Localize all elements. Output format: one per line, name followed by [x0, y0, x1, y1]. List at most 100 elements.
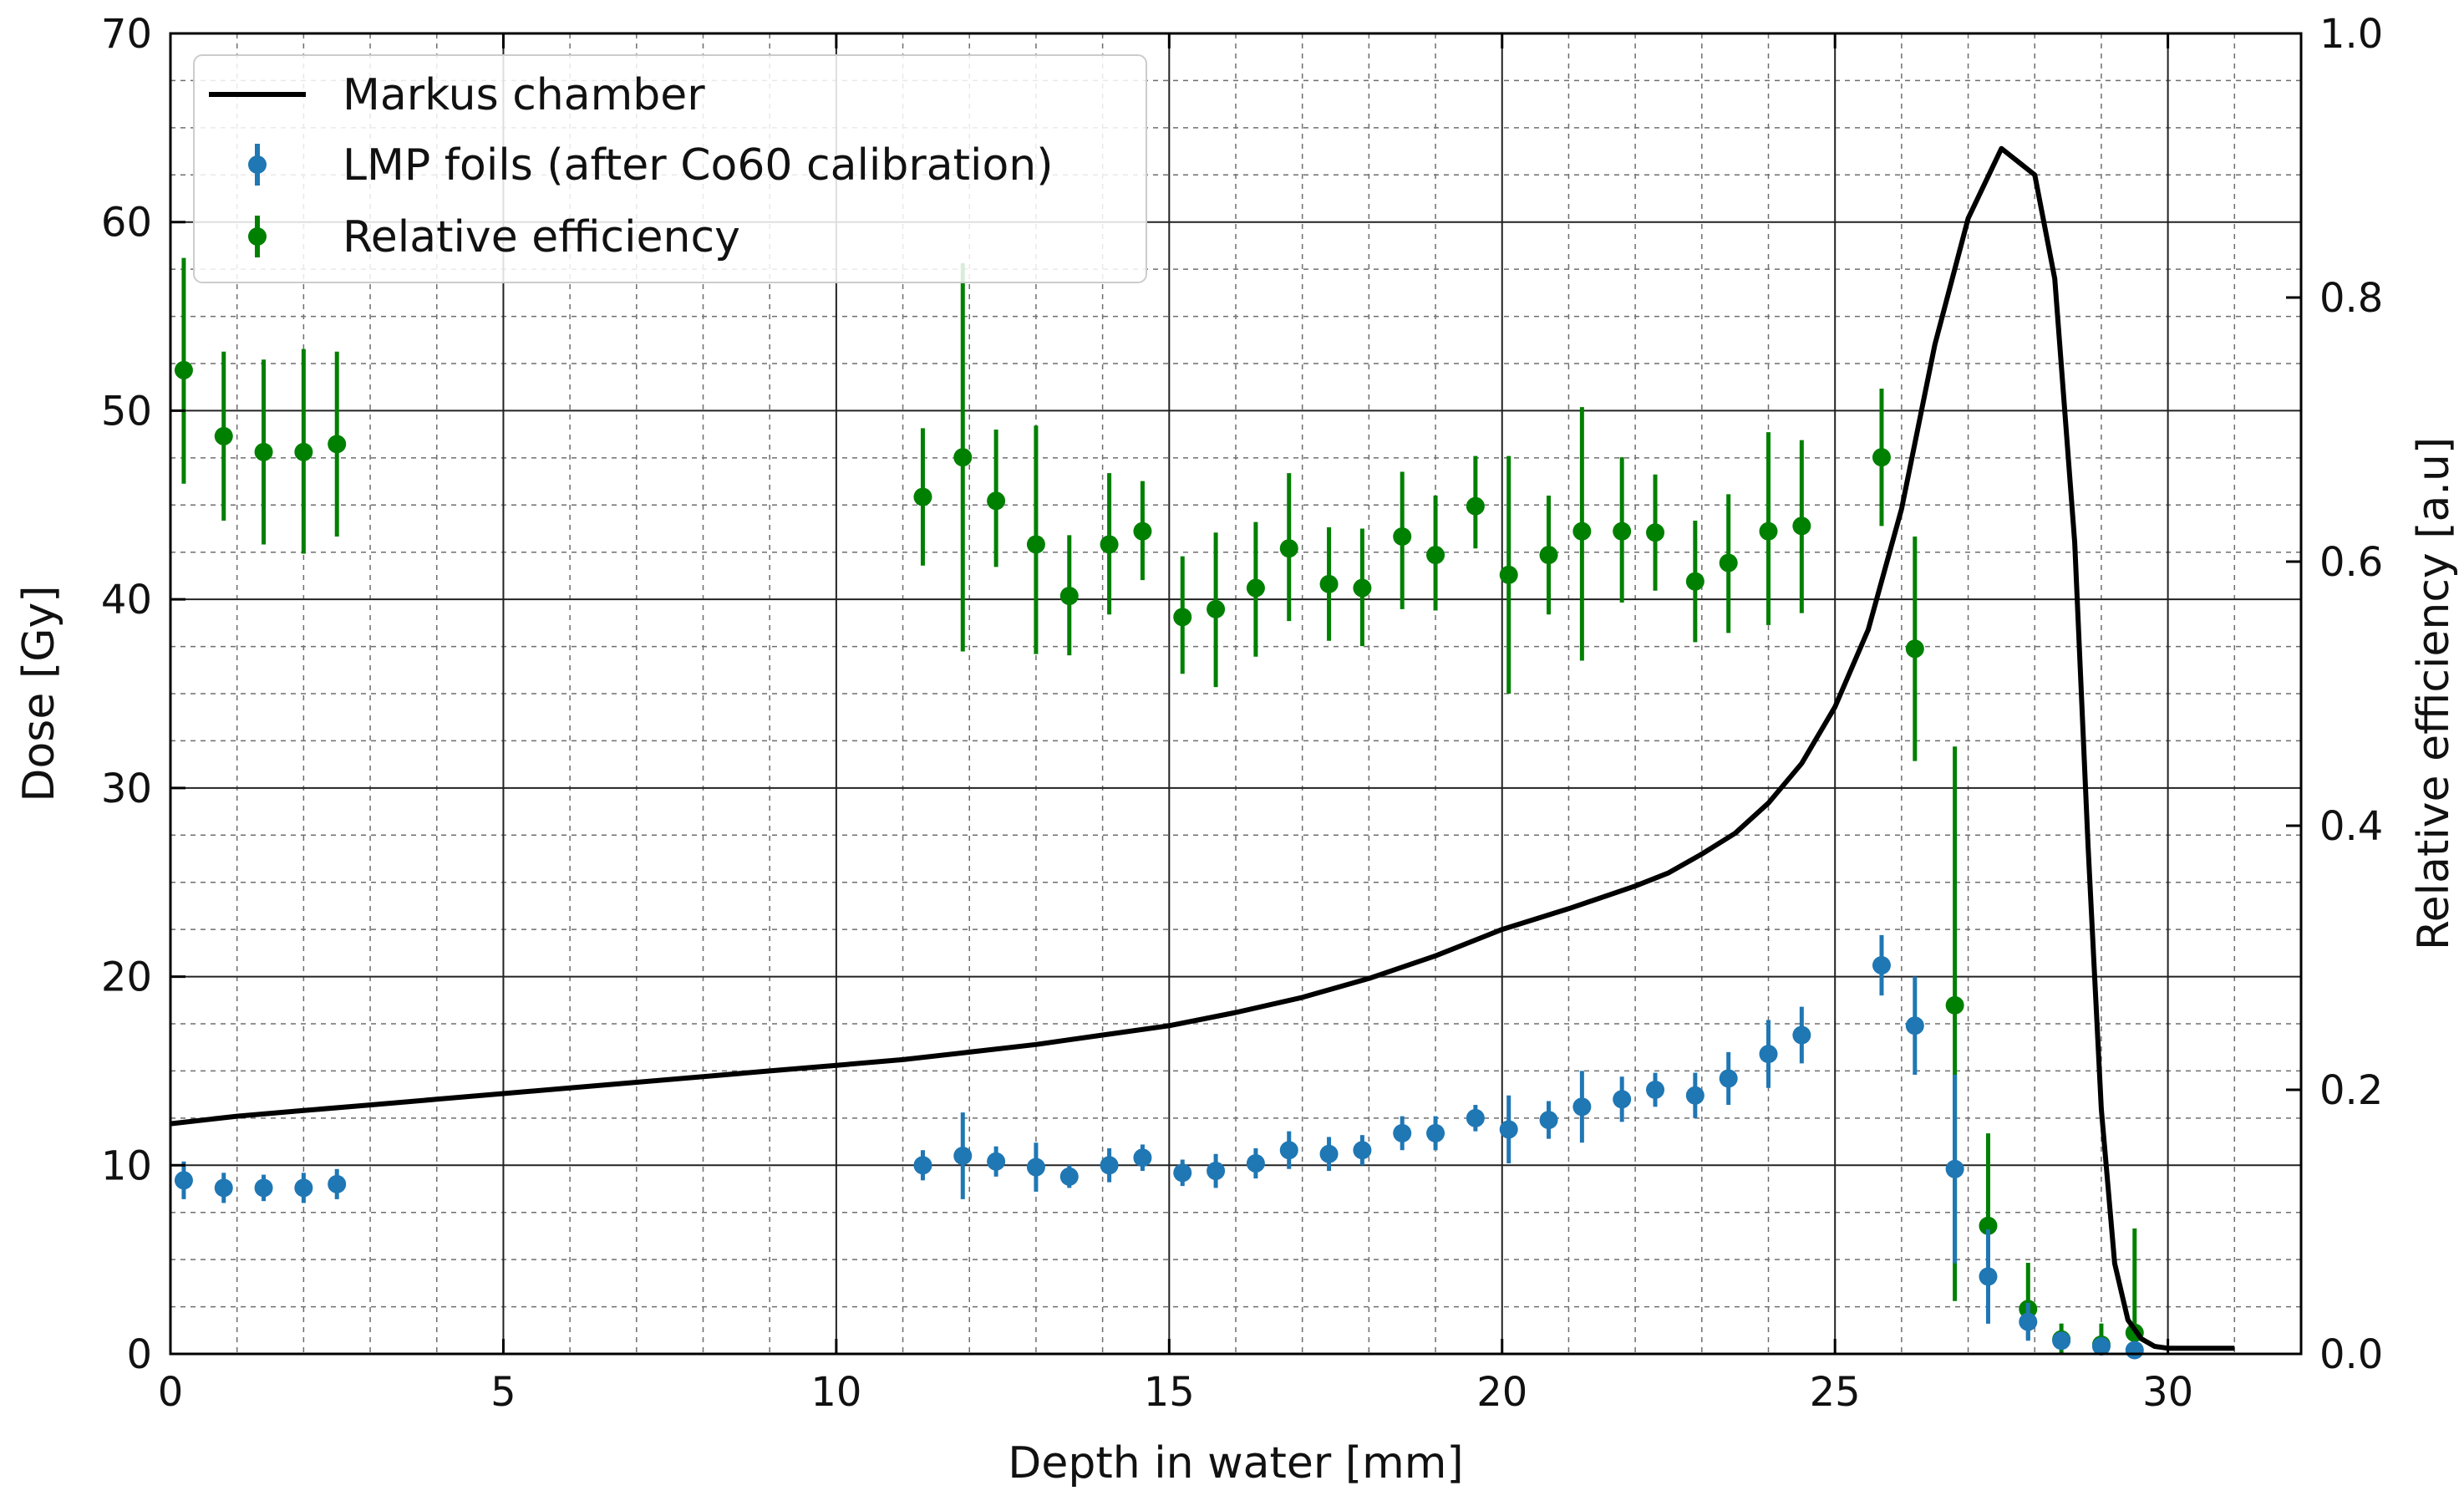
lmp-point [174, 1171, 193, 1190]
lmp-point [1100, 1156, 1119, 1175]
x-tick-label: 0 [158, 1369, 184, 1416]
efficiency-point [1539, 546, 1558, 565]
lmp-point [1207, 1162, 1226, 1181]
lmp-point [1792, 1025, 1811, 1045]
efficiency-point [1393, 527, 1412, 546]
y-tick-label: 10 [101, 1142, 152, 1189]
minor-grid [170, 33, 2302, 1354]
lmp-point [2125, 1341, 2144, 1360]
x-tick-label: 15 [1144, 1369, 1195, 1416]
lmp-point [1466, 1108, 1485, 1127]
efficiency-point [913, 487, 932, 506]
lmp-point [1759, 1045, 1778, 1064]
lmp-point [1572, 1097, 1592, 1117]
plot-frame [169, 32, 2303, 1356]
y2-tick-labels: 0.0 0.2 0.4 0.6 0.8 1.0 [2319, 11, 2383, 1378]
lmp-point [1026, 1157, 1045, 1177]
efficiency-point [1792, 516, 1811, 536]
lmp-point [1646, 1081, 1665, 1099]
efficiency-point [1026, 535, 1045, 554]
efficiency-point [254, 442, 273, 461]
efficiency-point [1905, 639, 1924, 659]
lmp-point [1685, 1086, 1704, 1105]
efficiency-point [1572, 522, 1592, 541]
y-axis-title: Dose [Gy] [14, 585, 64, 801]
y2-tick-label: 0.0 [2319, 1331, 2383, 1378]
efficiency-point [1426, 546, 1445, 565]
x-tick-label: 20 [1476, 1369, 1527, 1416]
efficiency-point [1872, 448, 1891, 467]
efficiency-point [1100, 535, 1119, 554]
axis-ticks [169, 32, 2301, 1356]
legend-label-markus: Markus chamber [343, 70, 705, 120]
lmp-point [1613, 1090, 1632, 1109]
y2-tick-label: 1.0 [2319, 11, 2383, 58]
lmp-point [1393, 1123, 1412, 1142]
lmp-point [987, 1152, 1006, 1171]
lmp-point [1979, 1267, 1998, 1286]
lmp-point [1059, 1167, 1079, 1186]
lmp-point [2052, 1331, 2071, 1351]
lmp-point [1945, 1159, 1964, 1178]
efficiency-point [1059, 587, 1079, 606]
x-tick-label: 5 [490, 1369, 516, 1416]
legend-swatch-lmp-marker [248, 155, 267, 174]
efficiency-point [1207, 599, 1226, 618]
y-tick-label: 20 [101, 954, 152, 1001]
y2-tick-label: 0.2 [2319, 1067, 2383, 1114]
efficiency-point [294, 442, 313, 461]
lmp-point [254, 1178, 273, 1198]
lmp-point [953, 1147, 973, 1165]
efficiency-point [174, 360, 193, 379]
x-tick-label: 10 [810, 1369, 861, 1416]
y2-tick-label: 0.8 [2319, 275, 2383, 322]
y-tick-labels: 0 10 20 30 40 50 60 70 [101, 11, 152, 1378]
efficiency-point [1759, 522, 1778, 541]
lmp-point [1719, 1069, 1738, 1088]
lmp-point [913, 1156, 932, 1175]
legend: Markus chamber LMP foils (after Co60 cal… [193, 54, 1147, 283]
efficiency-point [987, 491, 1006, 511]
y-tick-label: 70 [101, 11, 152, 58]
series-lmp-foils [174, 934, 2144, 1360]
efficiency-point [1319, 574, 1339, 593]
efficiency-point [1646, 523, 1665, 542]
lmp-point [294, 1178, 313, 1198]
legend-label-efficiency: Relative efficiency [343, 212, 740, 262]
lmp-point [328, 1174, 347, 1193]
lmp-point [1499, 1120, 1518, 1139]
lmp-point [1173, 1163, 1192, 1183]
y-tick-label: 50 [101, 388, 152, 435]
y-tick-label: 30 [101, 766, 152, 812]
lmp-point [2019, 1312, 2038, 1331]
efficiency-point [214, 426, 233, 445]
legend-swatch-efficiency-marker [248, 227, 267, 246]
y2-tick-label: 0.6 [2319, 539, 2383, 586]
y2-tick-label: 0.4 [2319, 803, 2383, 850]
efficiency-point [328, 435, 347, 454]
lmp-point [1279, 1141, 1298, 1160]
y-tick-label: 0 [126, 1331, 152, 1378]
legend-frame [193, 54, 1147, 283]
efficiency-point [1613, 522, 1632, 541]
x-tick-label: 25 [1810, 1369, 1861, 1416]
efficiency-point [953, 448, 973, 467]
x-axis-title: Depth in water [mm] [1008, 1438, 1463, 1488]
legend-label-lmp: LMP foils (after Co60 calibration) [343, 140, 1054, 191]
efficiency-point [1173, 608, 1192, 627]
efficiency-point [1353, 578, 1372, 598]
efficiency-point [1685, 572, 1704, 591]
y-tick-label: 60 [101, 200, 152, 247]
series-markus-chamber [170, 145, 2235, 1351]
lmp-point [1539, 1111, 1558, 1130]
efficiency-point [1133, 522, 1152, 541]
efficiency-point [1979, 1216, 1998, 1235]
lmp-point [1353, 1141, 1372, 1160]
efficiency-point [1279, 539, 1298, 558]
y-tick-label: 40 [101, 577, 152, 623]
lmp-point [2091, 1336, 2111, 1356]
efficiency-point [1499, 565, 1518, 584]
lmp-point [1426, 1123, 1445, 1142]
lmp-point [1133, 1148, 1152, 1168]
lmp-point [1246, 1154, 1265, 1173]
